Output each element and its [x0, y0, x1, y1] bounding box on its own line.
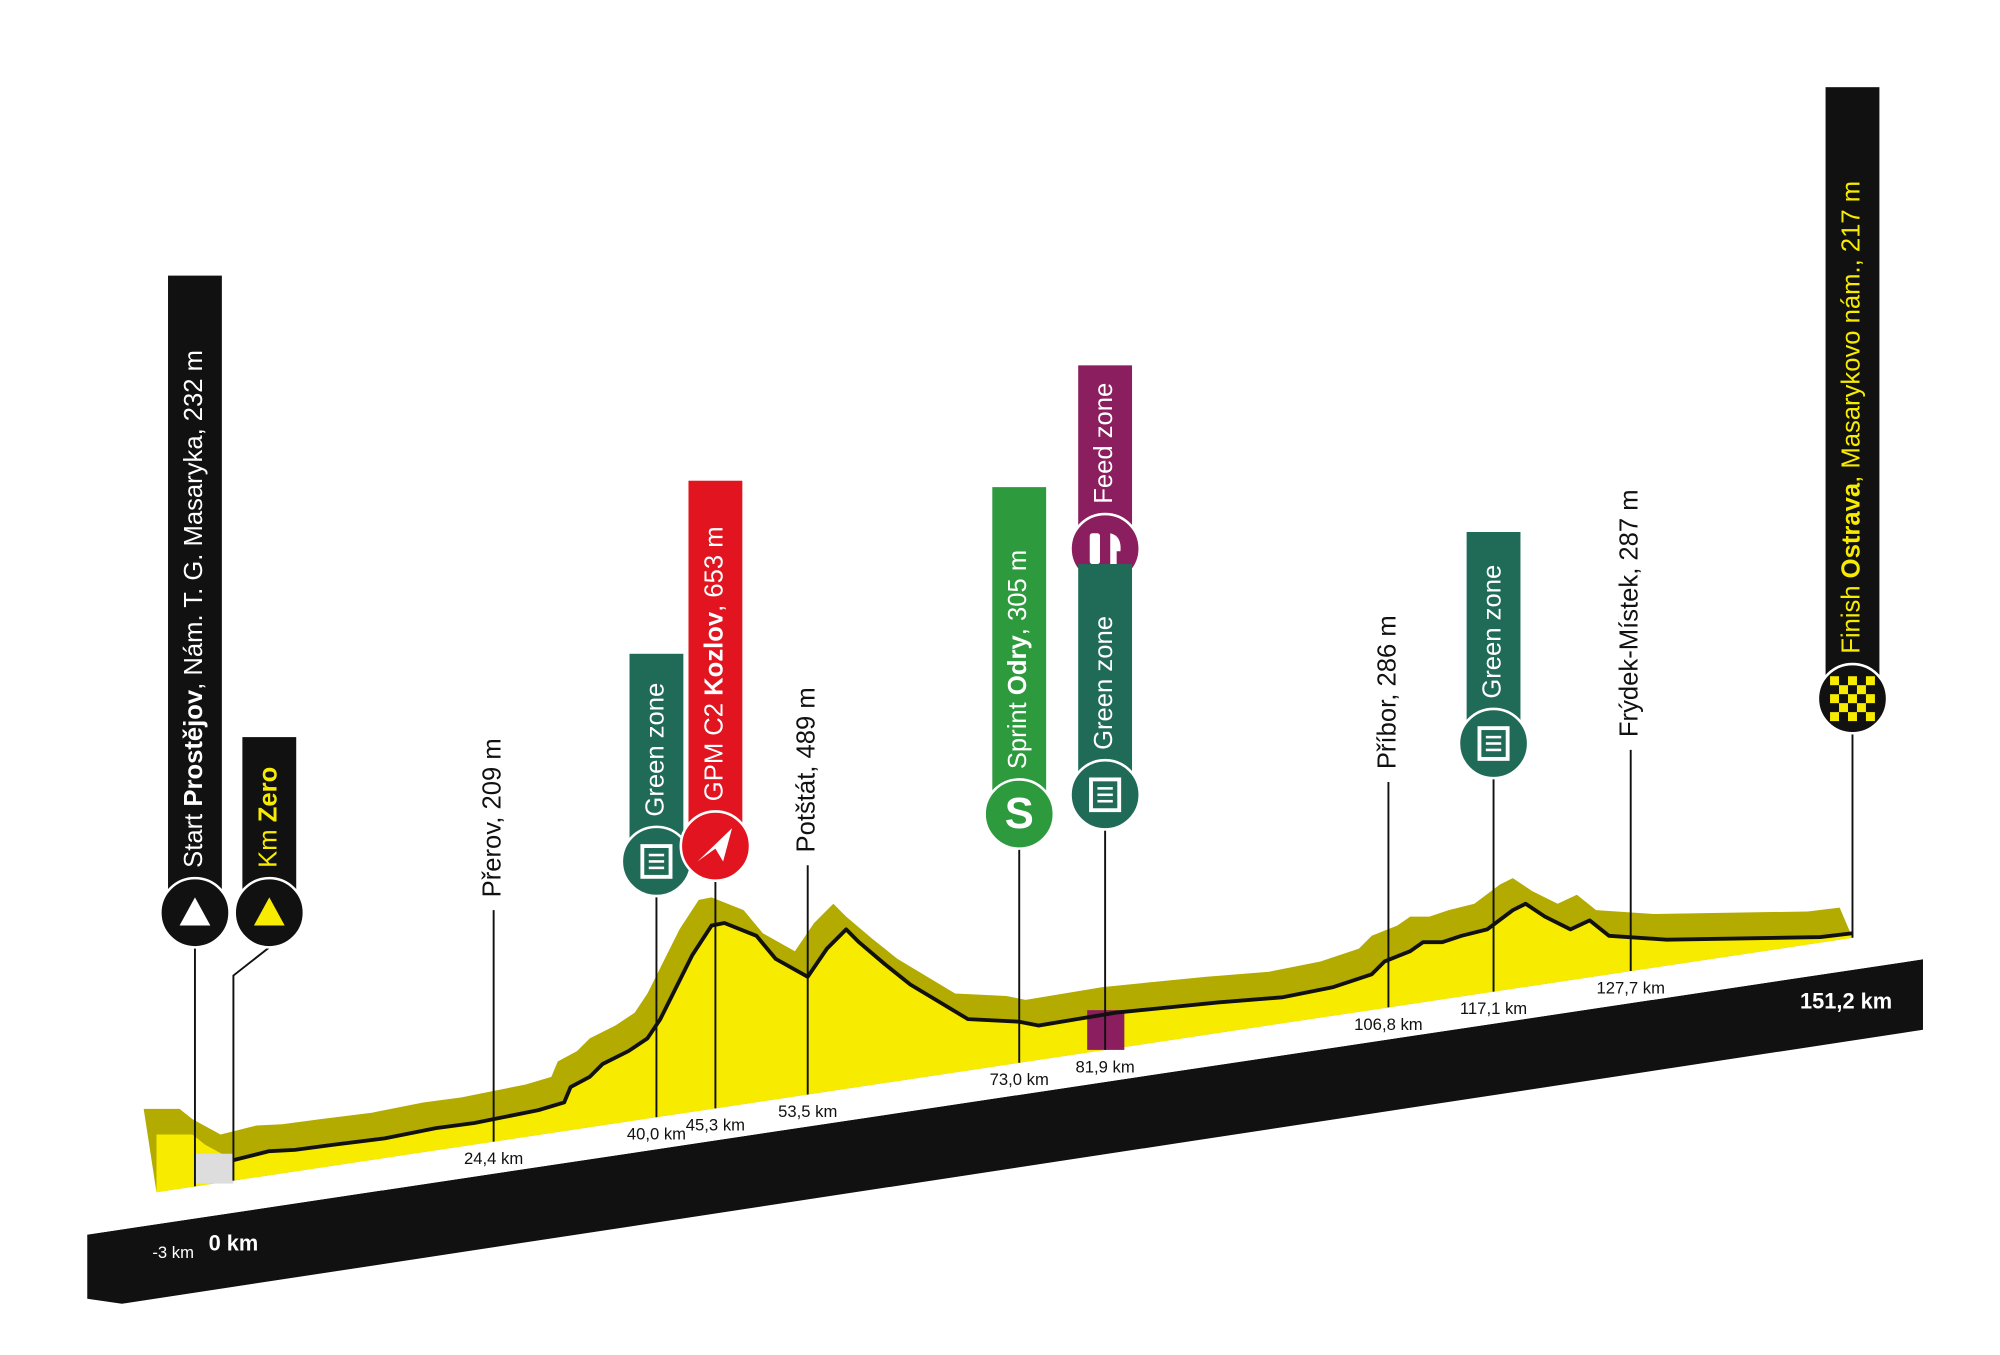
icon-triangle	[253, 897, 285, 926]
flag-body	[168, 275, 222, 913]
label-part: Prostějov	[180, 689, 208, 807]
label-part: Přerov, 209 m	[478, 738, 506, 897]
icon-bin	[1477, 726, 1510, 761]
flag: Green zone	[620, 653, 693, 898]
icon-fork	[1089, 533, 1100, 565]
flag-label: GPM C2 Kozlov, 653 m	[700, 526, 728, 801]
base-front	[87, 959, 1923, 1304]
label-part: Finish	[1837, 578, 1865, 653]
flag-label: Start Prostějov, Nám. T. G. Masaryka, 23…	[180, 350, 208, 868]
icon-bin	[1089, 777, 1122, 813]
flag-label: Finish Ostrava, Masarykovo nám., 217 m	[1837, 181, 1865, 654]
label-part: GPM C2	[700, 696, 728, 801]
label-part: Zero	[254, 767, 282, 823]
km-label: 151,2 km	[1800, 989, 1892, 1014]
pole	[232, 946, 270, 1181]
icon-check	[1847, 676, 1857, 686]
label-part: , Masarykovo nám., 217 m	[1837, 181, 1865, 483]
km-label: 127,7 km	[1596, 978, 1665, 997]
neutral-zone	[194, 1153, 234, 1184]
icon-triangle	[179, 897, 211, 926]
km-label: -3 km	[152, 1243, 194, 1262]
label-part: Green zone	[1478, 565, 1506, 699]
flag-label: Green zone	[1478, 565, 1506, 699]
icon-check	[1830, 676, 1840, 686]
base-top	[87, 937, 1923, 1235]
km-label: 45,3 km	[686, 1116, 745, 1135]
icon-check	[1830, 712, 1840, 722]
flag: Feed zone	[1069, 365, 1142, 585]
icon-check	[1847, 694, 1857, 704]
flag-body	[992, 487, 1047, 815]
flag-body	[688, 480, 743, 847]
label-part: , 305 m	[1004, 550, 1032, 635]
label-part: , Nám. T. G. Masaryka, 232 m	[180, 350, 208, 690]
flag-body	[1825, 87, 1880, 699]
place-label: Potštát, 489 m	[792, 687, 820, 852]
label-part: Start	[180, 807, 208, 868]
flag-label: Feed zone	[1090, 383, 1118, 504]
icon-check	[1830, 694, 1840, 704]
km-label: 40,0 km	[627, 1125, 686, 1144]
profile-area	[156, 903, 1853, 1193]
icon-check	[1839, 703, 1848, 713]
km-label: 117,1 km	[1460, 999, 1527, 1018]
km-label: 0 km	[209, 1231, 259, 1256]
flag-label: Km Zero	[254, 767, 282, 868]
flag: S Sprint Odry, 305 m	[983, 487, 1056, 850]
place-label: Příbor, 286 m	[1373, 615, 1401, 769]
place-label: Přerov, 209 m	[478, 738, 506, 897]
label-part: Ostrava	[1837, 482, 1865, 578]
profile	[87, 878, 1923, 1304]
label-part: Frýdek-Místek, 287 m	[1615, 489, 1643, 737]
flag-body	[1078, 564, 1133, 795]
icon-check	[1856, 685, 1866, 695]
icon-knife	[1110, 533, 1121, 565]
place-label: Frýdek-Místek, 287 m	[1615, 489, 1643, 737]
label-part: Green zone	[1090, 616, 1118, 750]
label-part: Potštát, 489 m	[792, 687, 820, 852]
label-part: Green zone	[641, 683, 669, 817]
icon-check	[1847, 712, 1857, 722]
label-part: Kozlov	[700, 611, 728, 696]
label-part: Příbor, 286 m	[1373, 615, 1401, 769]
icon-check	[1856, 703, 1866, 713]
label-part: Sprint	[1004, 695, 1032, 769]
flag: Start Prostějov, Nám. T. G. Masaryka, 23…	[159, 275, 231, 949]
icon-gpm	[697, 828, 733, 862]
label-part: Feed zone	[1090, 383, 1118, 504]
poles	[193, 733, 1854, 1187]
flag: Finish Ostrava, Masarykovo nám., 217 m	[1816, 87, 1889, 735]
icon-bin	[640, 844, 673, 879]
flag-label: Green zone	[641, 683, 669, 817]
icon-check	[1865, 712, 1875, 722]
label-part: Odry	[1004, 635, 1032, 696]
flag-label: Green zone	[1090, 616, 1118, 750]
km-label: 24,4 km	[464, 1149, 523, 1168]
flag: Green zone	[1457, 532, 1530, 780]
flag: Green zone	[1069, 564, 1142, 831]
flag-label: Sprint Odry, 305 m	[1004, 550, 1032, 769]
icon-check	[1865, 694, 1875, 704]
flags: Start Prostějov, Nám. T. G. Masaryka, 23…	[152, 87, 1892, 1262]
km-label: 73,0 km	[990, 1070, 1049, 1089]
icon-check	[1865, 676, 1875, 686]
profile-line	[232, 901, 1853, 1163]
km-label: 106,8 km	[1354, 1015, 1423, 1034]
label-part: Km	[254, 822, 282, 868]
icon-check	[1839, 685, 1848, 695]
km-label: 81,9 km	[1075, 1057, 1134, 1076]
label-part: , 653 m	[700, 526, 728, 611]
flag-circle	[983, 778, 1056, 850]
flag: GPM C2 Kozlov, 653 m	[679, 480, 752, 882]
km-label: 53,5 km	[778, 1102, 837, 1121]
flag: Km Zero	[233, 737, 306, 949]
icon-sprint: S	[1005, 790, 1034, 838]
